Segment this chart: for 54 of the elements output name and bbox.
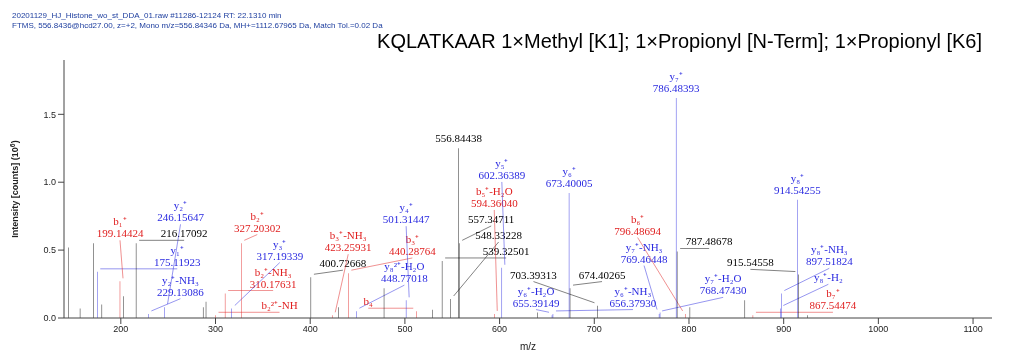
y-tick-label: 0.0	[43, 313, 56, 324]
annotation: b₁⁺ 199.14424	[96, 215, 144, 240]
annotation: b₇⁺ 867.54474	[809, 287, 857, 312]
annotation: y₈⁺-H₂	[813, 271, 843, 284]
annotation: y₈⁺-NH₃ 897.51824	[805, 243, 854, 268]
x-tick-label: 500	[397, 324, 413, 335]
annotation: y₂⁺-NH₃ 229.13086	[157, 273, 205, 298]
x-tick-label: 700	[586, 324, 602, 335]
annotation: b₅⁺-H₂O 594.36040	[470, 184, 519, 209]
annotation: 703.39313	[510, 268, 558, 281]
y-tick-label: 1.0	[43, 177, 56, 188]
annotation: y₆⁺-H₂O 655.39149	[512, 284, 560, 309]
annotation: 539.32501	[482, 244, 530, 257]
annotation: y₅⁺ 602.36389	[478, 156, 526, 181]
y-tick-label: 0.5	[43, 245, 56, 256]
text: FTMS, 556.8436@hcd27.00, z=+2, Mono m/z=556.84346 Da, MH+=1112.67965 Da, Match Tol.=0.02 Da	[12, 21, 384, 30]
annotation: 787.48678	[685, 235, 734, 248]
annotation: b₂⁺ 327.20302	[233, 209, 281, 234]
annotation: y₈²⁺-H₂O 448.77018	[381, 260, 429, 285]
annotation: y₇⁺-H₂O 768.47430	[699, 272, 747, 297]
x-tick-label: 800	[681, 324, 697, 335]
x-tick-label: 200	[113, 324, 129, 335]
annotation: b₂⁺-NH₃ 310.17631	[249, 265, 297, 290]
x-tick-label: 400	[302, 324, 318, 335]
chart-title: KQLATKAAR 1×Methyl [K1]; 1×Propionyl [N-Term]; 1×Propionyl [K6]	[377, 30, 982, 52]
annotation: y₁⁺ 175.11923	[154, 243, 201, 268]
annotation: b₆⁺ 796.48694	[614, 212, 662, 237]
annotation: 674.40265	[578, 268, 626, 281]
annotation: y₆⁺-NH₃ 656.37930	[609, 284, 657, 309]
annotation: y₄⁺ 501.31447	[382, 201, 431, 226]
annotation: 557.34711	[468, 212, 515, 225]
y-tick-label: 1.5	[43, 109, 56, 120]
annotation: y₇⁺-NH₃ 769.46448	[620, 240, 668, 265]
annotation: y₆⁺ 673.40005	[545, 165, 593, 190]
chart-subtitle: 20201129_HJ_Histone_wo_st_DDA_01.raw #11286-12124 RT: 22.1310 min	[12, 11, 282, 20]
x-tick-label: 900	[776, 324, 792, 335]
x-tick-label: 1000	[868, 324, 889, 335]
annotation: b₃⁺ 440.28764	[388, 232, 437, 257]
x-axis-title: m/z	[519, 341, 537, 352]
annotation: 556.84438	[435, 132, 483, 145]
annotation: y₈⁺ 914.54255	[774, 171, 822, 196]
annotation: 216.17092	[160, 227, 208, 240]
annotation: b₄	[363, 295, 374, 308]
annotation: b₂²⁺-NH	[261, 299, 298, 312]
x-tick-label: 600	[492, 324, 508, 335]
annotation: 915.54558	[727, 256, 775, 269]
annotation: 548.33228	[475, 228, 523, 241]
annotation: y₇⁺ 786.48393	[652, 70, 701, 95]
annotation: b₃⁺-NH₃ 423.25931	[324, 229, 372, 254]
annotation: 400.72668	[319, 257, 367, 270]
x-tick-label: 1100	[963, 324, 983, 335]
annotation: y₂⁺ 246.15647	[157, 199, 205, 224]
annotation: y₃⁺ 317.19339	[256, 237, 304, 262]
x-tick-label: 300	[207, 324, 224, 335]
